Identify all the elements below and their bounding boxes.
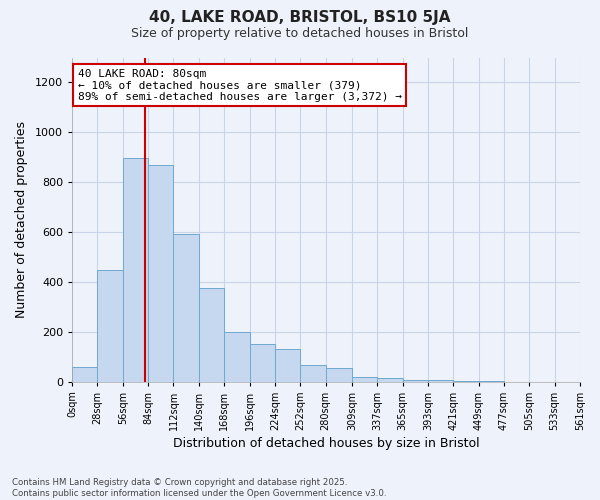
Bar bbox=[377, 378, 403, 382]
Bar bbox=[326, 368, 352, 382]
Text: Size of property relative to detached houses in Bristol: Size of property relative to detached ho… bbox=[131, 28, 469, 40]
X-axis label: Distribution of detached houses by size in Bristol: Distribution of detached houses by size … bbox=[173, 437, 479, 450]
Bar bbox=[199, 288, 224, 382]
Bar bbox=[148, 164, 173, 382]
Bar bbox=[403, 380, 428, 382]
Bar bbox=[224, 332, 250, 382]
Bar bbox=[428, 380, 453, 382]
Bar bbox=[300, 366, 326, 382]
Bar bbox=[275, 349, 300, 382]
Bar bbox=[97, 270, 123, 382]
Bar bbox=[250, 344, 275, 382]
Bar bbox=[173, 234, 199, 382]
Y-axis label: Number of detached properties: Number of detached properties bbox=[15, 121, 28, 318]
Text: Contains HM Land Registry data © Crown copyright and database right 2025.
Contai: Contains HM Land Registry data © Crown c… bbox=[12, 478, 386, 498]
Text: 40, LAKE ROAD, BRISTOL, BS10 5JA: 40, LAKE ROAD, BRISTOL, BS10 5JA bbox=[149, 10, 451, 25]
Bar bbox=[72, 366, 97, 382]
Bar bbox=[352, 376, 377, 382]
Bar bbox=[123, 158, 148, 382]
Text: 40 LAKE ROAD: 80sqm
← 10% of detached houses are smaller (379)
89% of semi-detac: 40 LAKE ROAD: 80sqm ← 10% of detached ho… bbox=[77, 68, 401, 102]
